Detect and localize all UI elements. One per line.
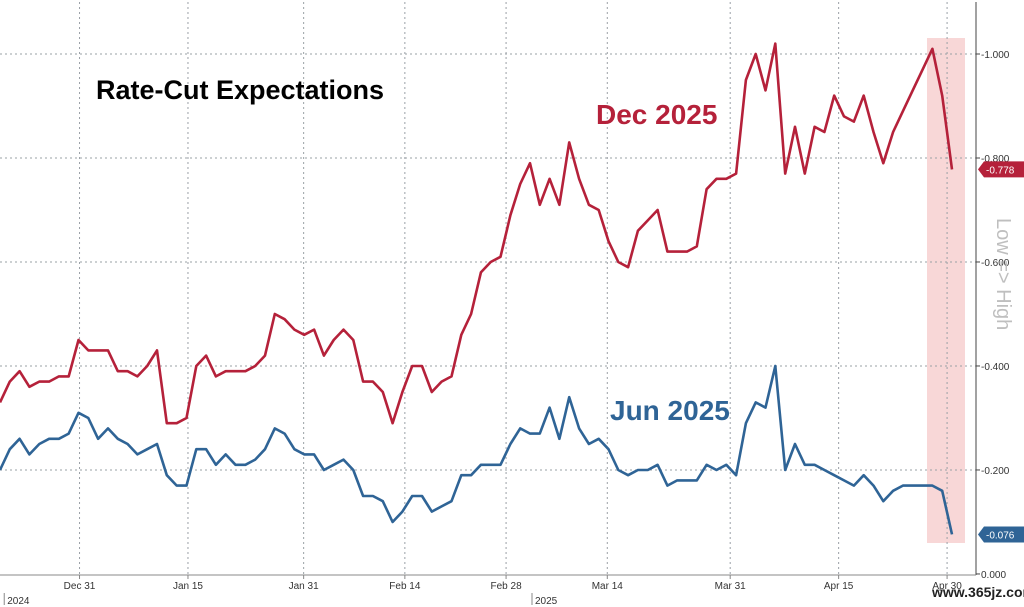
series-line-dec-2025 [0, 42, 954, 425]
xtick-label-2: Jan 31 [289, 581, 319, 592]
year-label-0: 2024 [7, 596, 30, 607]
year-label-1: 2025 [535, 596, 558, 607]
xtick-label-3: Feb 14 [389, 581, 421, 592]
grid [0, 2, 976, 575]
xtick-label-0: Dec 31 [64, 581, 96, 592]
last-value-text-1: -0.076 [986, 530, 1015, 541]
series-label-jun-2025: Jun 2025 [610, 395, 730, 426]
ytick-label-1: -0.200 [981, 466, 1010, 477]
recent-period-highlight [927, 38, 965, 543]
watermark-text: www.365jz.com [931, 584, 1024, 600]
y-axis-note: Low => High [992, 218, 1014, 330]
ytick-label-3: -0.600 [981, 258, 1010, 269]
xtick-label-8: Apr 30 [932, 581, 962, 592]
last-value-badges: -0.778 -0.076 [978, 161, 1024, 543]
xtick-label-6: Mar 31 [715, 581, 747, 592]
last-value-text-0: -0.778 [986, 165, 1015, 176]
xtick-label-7: Apr 15 [824, 581, 854, 592]
series-line-jun-2025 [0, 364, 954, 535]
xtick-label-4: Feb 28 [491, 581, 523, 592]
xtick-label-5: Mar 14 [592, 581, 624, 592]
last-value-badge-1 [978, 526, 1024, 543]
ytick-label-4: -0.800 [981, 154, 1010, 165]
series-label-dec-2025: Dec 2025 [596, 99, 717, 130]
y-axis-ticks: 0.000 -0.200 -0.400 -0.600 -0.800 -1.000 [976, 50, 1010, 581]
last-value-badge-0 [978, 161, 1024, 178]
ytick-label-2: -0.400 [981, 362, 1010, 373]
ytick-label-5: -1.000 [981, 50, 1010, 61]
chart-title: Rate-Cut Expectations [96, 75, 384, 105]
series-lines [0, 42, 954, 535]
ytick-label-0: 0.000 [981, 570, 1006, 581]
x-axis-ticks: Dec 31 Jan 15 Jan 31 Feb 14 Feb 28 Mar 14 Mar … [3, 575, 962, 607]
xtick-label-1: Jan 15 [173, 581, 203, 592]
